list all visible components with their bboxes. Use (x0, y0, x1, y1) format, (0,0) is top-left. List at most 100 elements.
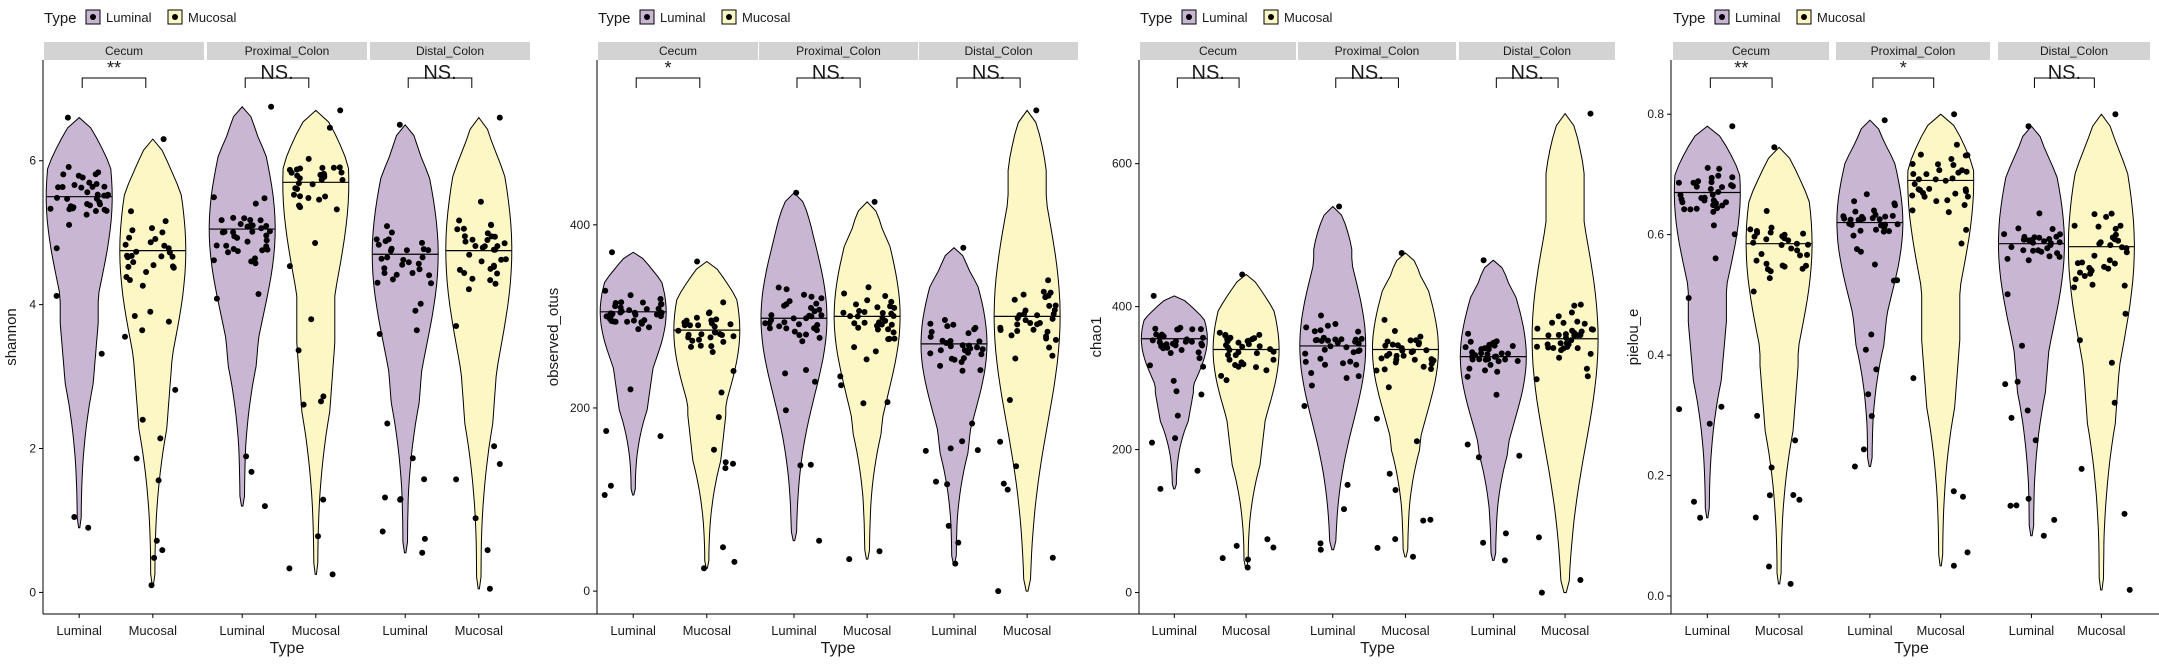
data-point-mucosal (696, 336, 702, 343)
data-point-mucosal (487, 277, 494, 284)
data-point-mucosal (166, 249, 173, 256)
data-point-mucosal (1962, 152, 1969, 159)
data-point-luminal (255, 291, 262, 297)
data-point-luminal (426, 272, 433, 279)
data-point-mucosal (1555, 313, 1562, 320)
data-point-mucosal (1232, 362, 1239, 368)
data-point-luminal (658, 301, 664, 308)
data-point-mucosal (2078, 465, 2085, 472)
data-point-luminal (1308, 382, 1315, 389)
data-point-luminal (627, 292, 634, 299)
data-point-luminal (249, 222, 256, 229)
data-point-mucosal (1763, 236, 1770, 243)
data-point-luminal (1679, 199, 1686, 206)
legend-key-dot (1268, 14, 1274, 20)
data-point-luminal (417, 300, 424, 307)
data-point-luminal (1355, 328, 1362, 335)
facet-strip-label: Cecum (1732, 44, 1770, 58)
data-point-luminal (1494, 368, 1501, 375)
data-point-mucosal (465, 286, 472, 293)
facet-strip (1998, 42, 2150, 60)
data-point-mucosal (1747, 226, 1754, 233)
facet-strip-label: Proximal_Colon (245, 44, 330, 58)
legend-label-luminal: Luminal (1735, 10, 1781, 25)
data-point-mucosal (498, 256, 505, 263)
y-tick-label: 0.6 (1647, 228, 1664, 242)
x-tick-label-luminal: Luminal (1471, 623, 1517, 638)
data-point-luminal (1851, 463, 1858, 470)
data-point-mucosal (1545, 332, 1552, 339)
data-point-luminal (2013, 502, 2020, 509)
data-point-mucosal (150, 262, 157, 269)
data-point-luminal (796, 321, 802, 328)
data-point-mucosal (856, 308, 863, 314)
data-point-luminal (1690, 179, 1697, 186)
data-point-luminal (223, 242, 230, 249)
data-point-mucosal (1955, 169, 1962, 176)
data-point-mucosal (1012, 355, 1019, 362)
data-point-mucosal (2071, 284, 2078, 291)
data-point-luminal (384, 254, 391, 261)
data-point-luminal (1484, 351, 1491, 358)
data-point-luminal (816, 334, 823, 341)
facet-strip-label: Proximal_Colon (1335, 44, 1420, 58)
facet-strip (1836, 42, 1990, 60)
data-point-mucosal (1373, 415, 1380, 422)
data-point-luminal (1200, 363, 1207, 370)
data-point-luminal (1715, 172, 1722, 179)
data-point-luminal (266, 228, 273, 235)
data-point-mucosal (1558, 347, 1565, 354)
data-point-luminal (790, 315, 797, 322)
data-point-mucosal (1398, 250, 1405, 256)
data-point-mucosal (1270, 356, 1277, 363)
data-point-luminal (1687, 206, 1694, 213)
data-point-mucosal (891, 335, 898, 342)
data-point-luminal (657, 296, 664, 302)
significance-label: NS. (423, 62, 456, 84)
data-point-luminal (1868, 331, 1875, 338)
data-point-luminal (1322, 361, 1328, 368)
data-point-mucosal (997, 327, 1004, 333)
data-point-luminal (947, 343, 954, 350)
y-tick-label: 400 (570, 218, 590, 232)
facet-strip (1298, 42, 1456, 60)
data-point-mucosal (853, 301, 859, 308)
data-point-mucosal (860, 400, 867, 407)
data-point-luminal (818, 312, 825, 319)
data-point-luminal (379, 528, 386, 535)
data-point-mucosal (1218, 372, 1225, 379)
data-point-luminal (793, 189, 800, 196)
data-point-luminal (626, 307, 633, 314)
data-point-luminal (1514, 358, 1521, 364)
data-point-luminal (1334, 340, 1341, 346)
data-point-luminal (1152, 325, 1159, 332)
significance-label: ** (107, 58, 121, 78)
data-point-luminal (252, 200, 259, 207)
data-point-luminal (1327, 343, 1334, 350)
x-tick-label-luminal: Luminal (1847, 623, 1893, 638)
data-point-mucosal (1949, 175, 1956, 182)
data-point-mucosal (1766, 275, 1773, 282)
data-point-mucosal (1045, 277, 1052, 284)
data-point-luminal (375, 241, 382, 248)
data-point-mucosal (148, 582, 155, 589)
data-point-luminal (2056, 239, 2063, 246)
data-point-luminal (83, 211, 90, 218)
data-point-mucosal (1958, 240, 1965, 247)
data-point-luminal (1466, 365, 1473, 372)
y-tick-label: 6 (29, 154, 36, 168)
x-tick-label-luminal: Luminal (771, 623, 817, 638)
data-point-luminal (1482, 356, 1489, 363)
data-point-luminal (1350, 349, 1357, 356)
data-point-luminal (1498, 350, 1505, 357)
data-point-luminal (955, 539, 962, 546)
data-point-luminal (1868, 413, 1875, 419)
data-point-luminal (93, 181, 100, 187)
data-point-luminal (1324, 322, 1331, 329)
x-tick-label-mucosal: Mucosal (1381, 623, 1430, 638)
data-point-mucosal (708, 320, 715, 327)
violin-mucosal (1531, 112, 1599, 594)
data-point-mucosal (1950, 562, 1957, 569)
data-point-mucosal (333, 206, 340, 213)
data-point-luminal (974, 344, 980, 351)
